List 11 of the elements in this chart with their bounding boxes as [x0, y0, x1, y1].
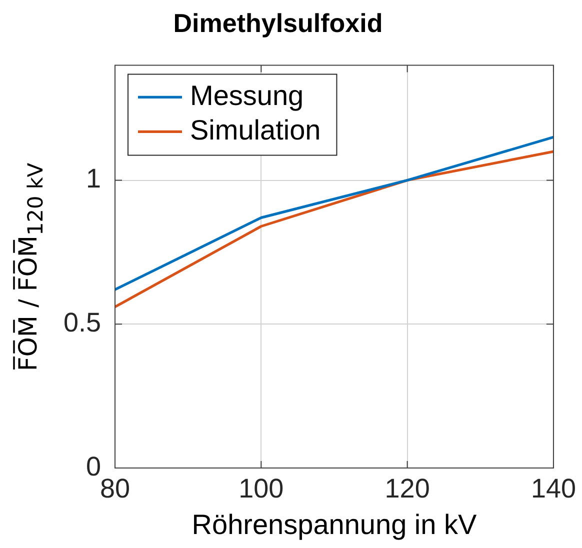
legend-label: Messung — [190, 80, 304, 111]
y-tick-label: 0.5 — [63, 308, 101, 338]
x-tick-label: 80 — [100, 474, 130, 504]
x-tick-label: 100 — [238, 474, 284, 504]
legend-label: Simulation — [190, 114, 321, 146]
y-tick-label: 0 — [86, 451, 101, 482]
x-axis-title: Röhrenspannung in kV — [192, 508, 477, 540]
x-tick-label: 140 — [530, 474, 576, 504]
y-tick-label: 1 — [86, 164, 101, 194]
x-tick-label: 120 — [384, 474, 430, 504]
chart-title: Dimethylsulfoxid — [173, 8, 383, 38]
